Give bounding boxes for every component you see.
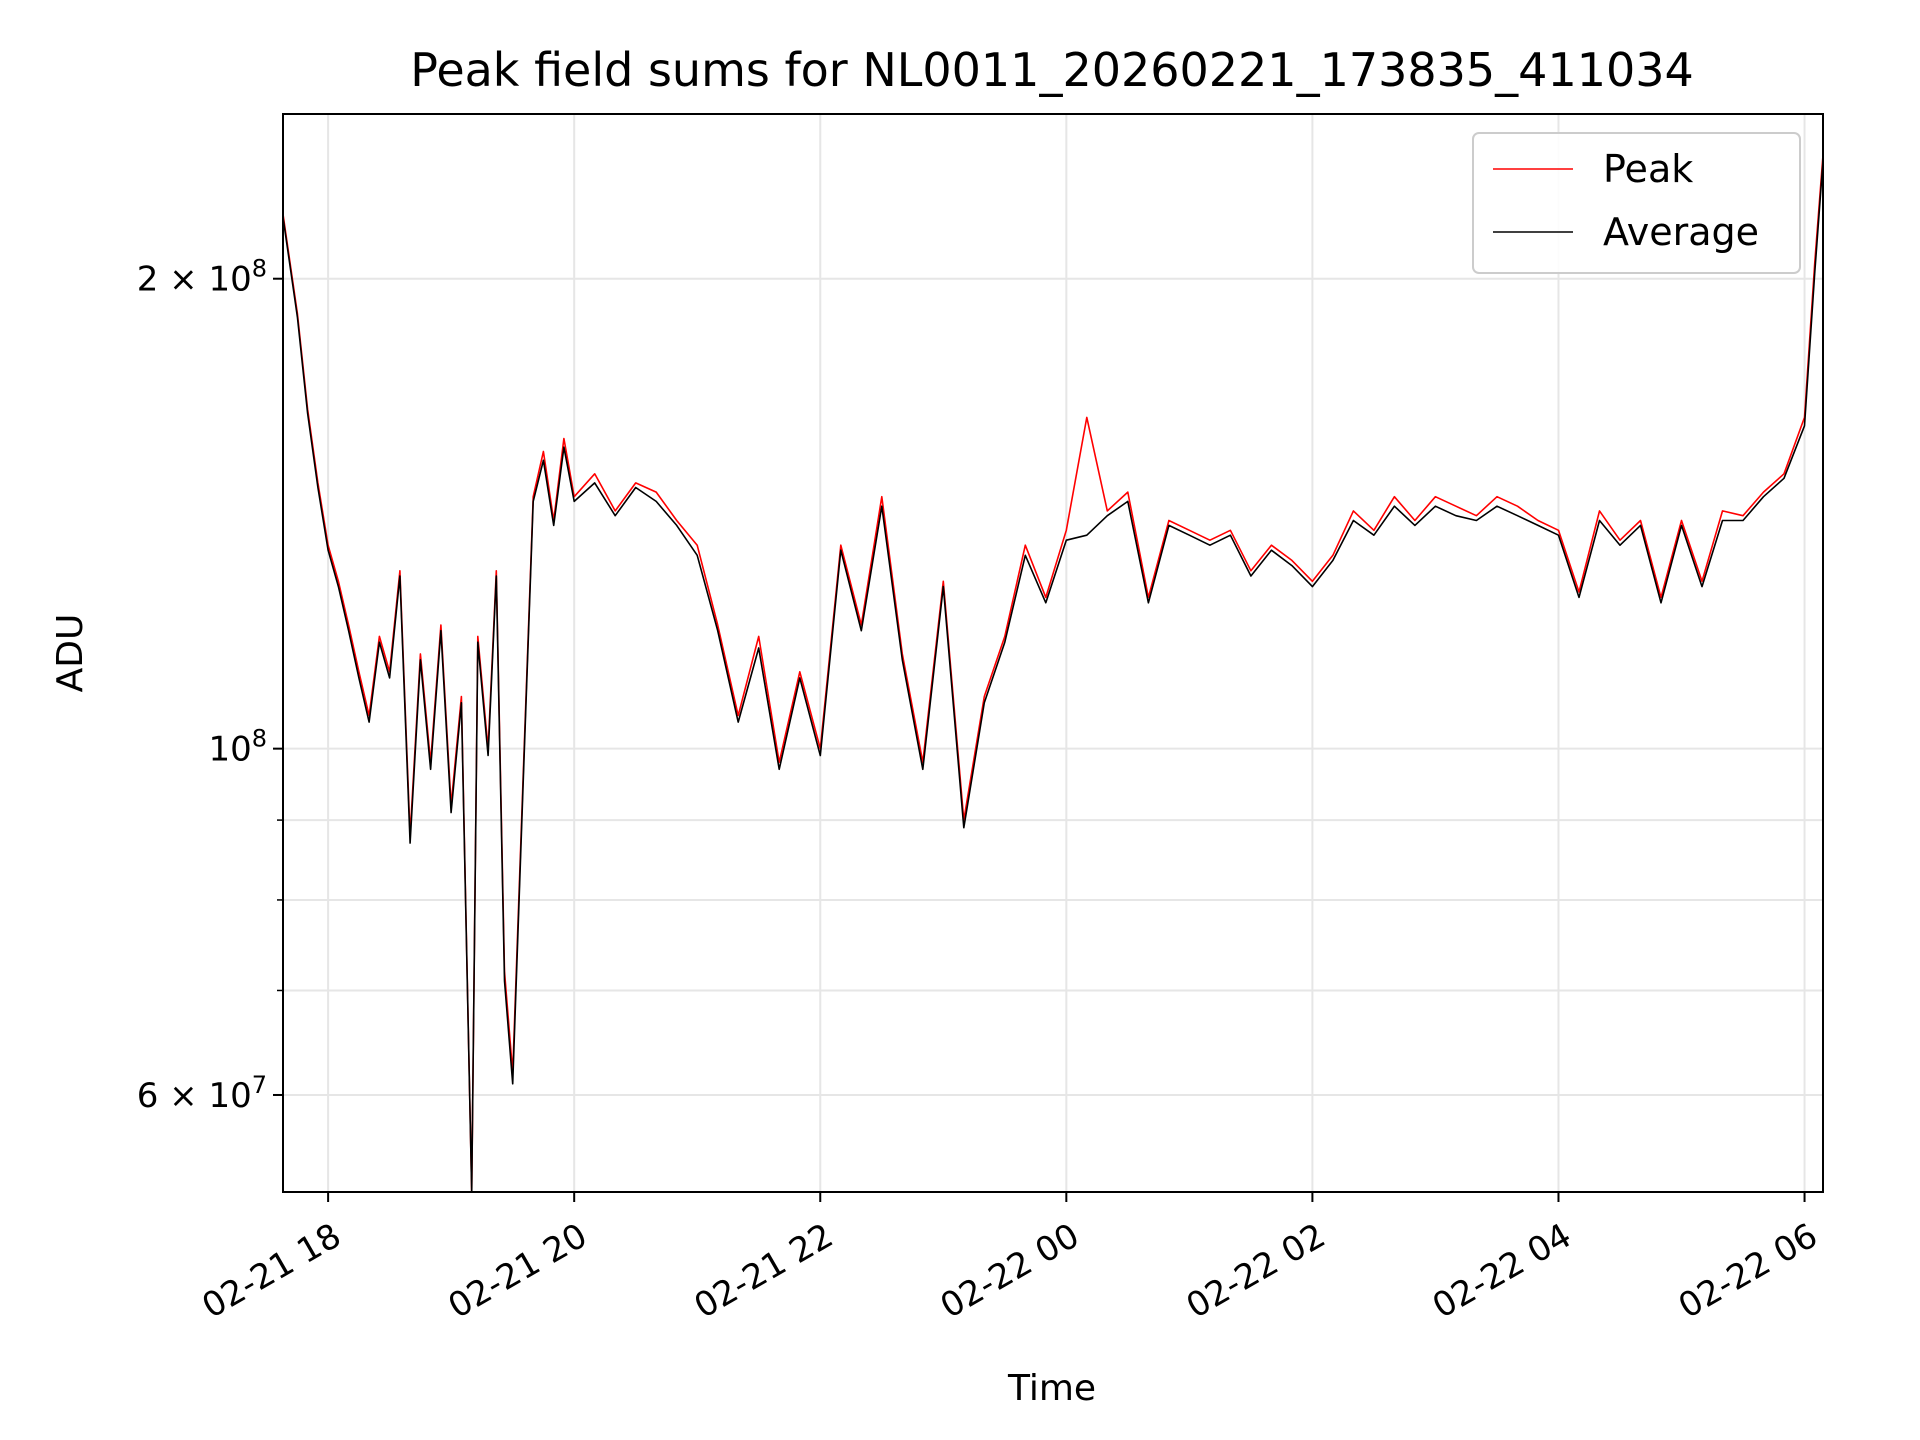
x-axis-label: Time bbox=[1007, 1368, 1096, 1409]
plot-frame bbox=[282, 113, 1824, 1193]
legend: Peak Average bbox=[1472, 132, 1801, 274]
grid bbox=[283, 114, 1823, 1192]
y-tick-label: 108 bbox=[208, 725, 267, 770]
y-axis-ticks: 6 × 107 108 2 × 108 bbox=[137, 255, 283, 1116]
y-axis-label: ADU bbox=[50, 614, 91, 693]
legend-label-average: Average bbox=[1603, 210, 1759, 254]
legend-label-peak: Peak bbox=[1603, 147, 1693, 191]
chart-title: Peak field sums for NL0011_20260221_1738… bbox=[410, 43, 1694, 97]
y-tick-label: 2 × 108 bbox=[137, 255, 267, 300]
series-line-average bbox=[282, 160, 1824, 1193]
legend-box bbox=[1472, 132, 1801, 274]
series-lines bbox=[282, 155, 1824, 1193]
y-tick-label: 6 × 107 bbox=[137, 1071, 267, 1116]
